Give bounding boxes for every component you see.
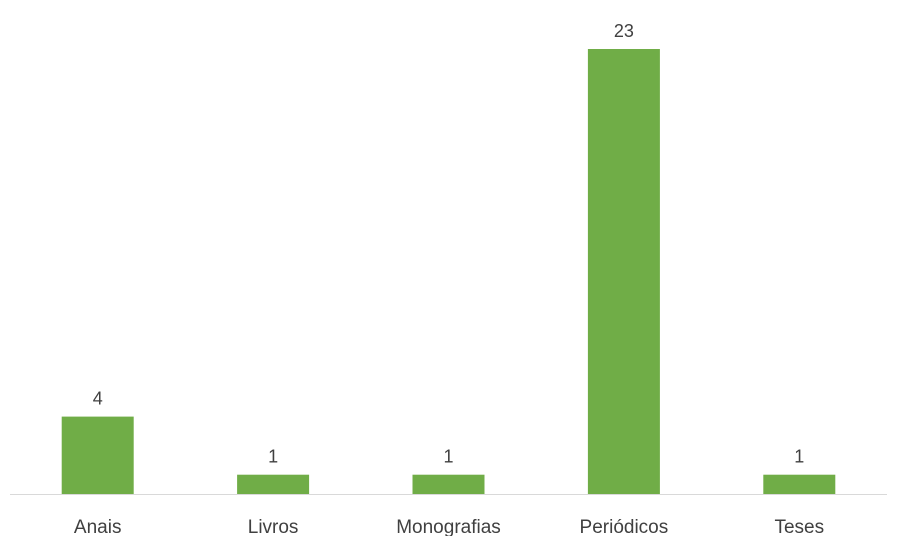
bar-teses xyxy=(763,474,836,494)
bar-periodicos xyxy=(587,49,660,494)
data-label: 23 xyxy=(614,21,634,41)
bar-anais xyxy=(61,416,134,494)
x-tick-label: Anais xyxy=(74,517,122,536)
x-tick-label: Monografias xyxy=(396,517,501,536)
data-label: 4 xyxy=(93,389,103,409)
x-tick-label: Teses xyxy=(774,517,824,536)
bar-livros xyxy=(237,474,310,494)
bar-monografias xyxy=(412,474,485,494)
x-tick-labels-layer: Anais Livros Monografias Periódicos Teses xyxy=(74,517,824,536)
data-labels-layer: 4 1 1 23 1 xyxy=(93,21,805,467)
x-tick-label: Livros xyxy=(248,517,299,536)
bars-layer xyxy=(61,49,836,494)
data-label: 1 xyxy=(794,447,804,467)
x-tick-label: Periódicos xyxy=(580,517,669,536)
data-label: 1 xyxy=(268,447,278,467)
data-label: 1 xyxy=(443,447,453,467)
